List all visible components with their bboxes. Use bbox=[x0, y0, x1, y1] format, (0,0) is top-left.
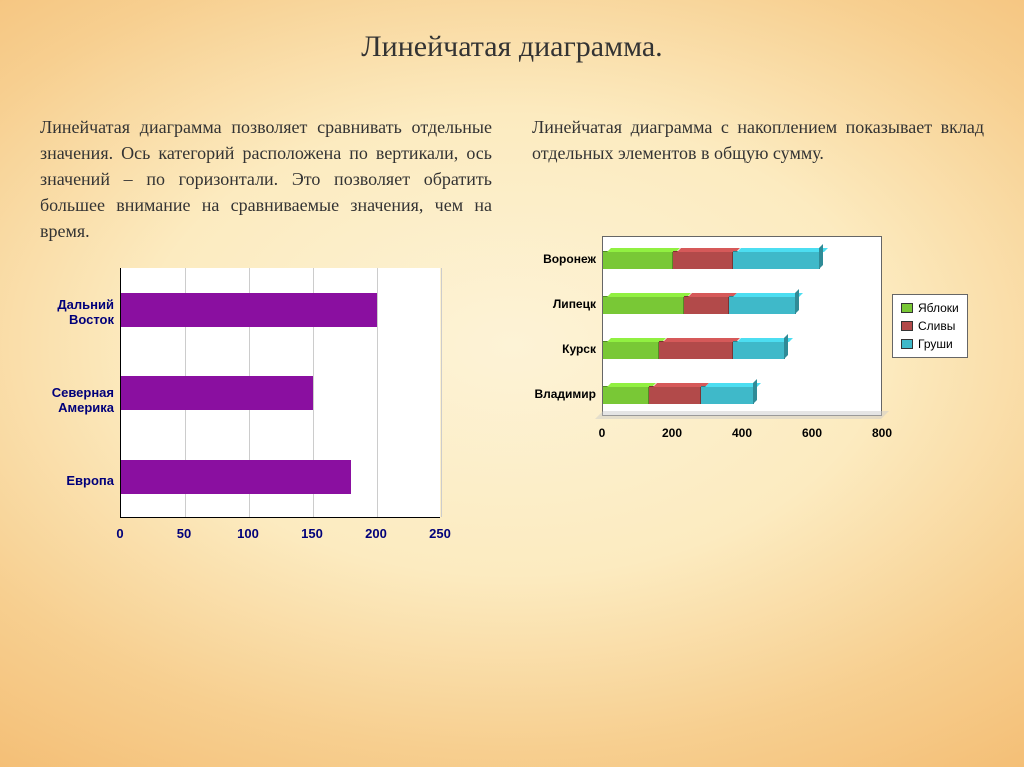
left-column: Линейчатая диаграмма позволяет сравниват… bbox=[40, 114, 492, 518]
stacked-chart-wrap: ВоронежЛипецкКурскВладимир 0200400600800… bbox=[532, 236, 984, 416]
chart1-x-tick: 250 bbox=[429, 526, 451, 541]
columns: Линейчатая диаграмма позволяет сравниват… bbox=[40, 114, 984, 518]
chart2-bar-segment bbox=[603, 341, 659, 359]
chart2-bar-row bbox=[603, 296, 796, 314]
chart2-plot bbox=[602, 236, 882, 416]
legend-item: Яблоки bbox=[901, 301, 959, 315]
chart2-category-label: Курск bbox=[562, 342, 596, 356]
chart2-floor bbox=[595, 411, 889, 419]
chart2-x-tick: 800 bbox=[872, 426, 892, 440]
chart2-bar-segment bbox=[729, 296, 796, 314]
chart2-x-tick: 400 bbox=[732, 426, 752, 440]
right-description: Линейчатая диаграмма с накоплением показ… bbox=[532, 114, 984, 166]
chart2-x-tick: 0 bbox=[599, 426, 606, 440]
chart1-category-label: Северная Америка bbox=[40, 386, 114, 415]
chart1-bar bbox=[121, 293, 377, 327]
chart1-x-tick: 100 bbox=[237, 526, 259, 541]
chart1-bar bbox=[121, 376, 313, 410]
bar-chart-stacked: ВоронежЛипецкКурскВладимир 0200400600800 bbox=[532, 236, 882, 416]
legend-label: Яблоки bbox=[918, 301, 959, 315]
legend-swatch bbox=[901, 321, 913, 331]
chart2-category-label: Воронеж bbox=[543, 252, 596, 266]
chart2-x-tick: 600 bbox=[802, 426, 822, 440]
chart1-category-label: Дальний Восток bbox=[40, 298, 114, 327]
chart1-x-tick: 0 bbox=[116, 526, 123, 541]
slide: Линейчатая диаграмма. Линейчатая диаграм… bbox=[0, 0, 1024, 767]
chart2-bar-segment bbox=[673, 251, 733, 269]
chart2-bar-segment bbox=[649, 386, 702, 404]
chart2-bar-segment bbox=[701, 386, 754, 404]
chart1-bar bbox=[121, 460, 351, 494]
chart1-x-tick: 150 bbox=[301, 526, 323, 541]
chart1-y-labels: Дальний Восток Северная Америка Европа bbox=[40, 268, 120, 518]
chart2-category-label: Липецк bbox=[553, 297, 596, 311]
chart2-bar-segment bbox=[603, 296, 684, 314]
chart2-bar-row bbox=[603, 251, 820, 269]
chart1-gridline bbox=[377, 268, 378, 517]
chart1-plot bbox=[120, 268, 440, 518]
chart2-bar-row bbox=[603, 341, 785, 359]
bar-chart-simple: Дальний ВостокСеверная АмерикаЕвропа 050… bbox=[40, 268, 492, 518]
legend-label: Груши bbox=[918, 337, 953, 351]
chart2-x-tick: 200 bbox=[662, 426, 682, 440]
page-title: Линейчатая диаграмма. bbox=[40, 30, 984, 64]
chart2-y-labels: Воронеж Липецк Курск Владимир bbox=[532, 236, 602, 416]
chart1-x-tick: 50 bbox=[177, 526, 191, 541]
chart1-category-label: Европа bbox=[66, 474, 114, 488]
chart1-x-tick: 200 bbox=[365, 526, 387, 541]
chart2-bar-segment bbox=[603, 251, 673, 269]
legend-item: Сливы bbox=[901, 319, 959, 333]
chart2-bar-segment bbox=[733, 341, 786, 359]
legend-swatch bbox=[901, 303, 913, 313]
chart2-bar-segment bbox=[684, 296, 730, 314]
chart1-x-labels: 050100150200250 bbox=[120, 520, 440, 540]
chart2-bar-row bbox=[603, 386, 754, 404]
chart2-bar-segment bbox=[659, 341, 733, 359]
legend-swatch bbox=[901, 339, 913, 349]
left-description: Линейчатая диаграмма позволяет сравниват… bbox=[40, 114, 492, 244]
legend-item: Груши bbox=[901, 337, 959, 351]
chart2-bar-segment bbox=[603, 386, 649, 404]
chart2-bar-segment bbox=[733, 251, 821, 269]
chart2-legend: Яблоки Сливы Груши bbox=[892, 294, 968, 358]
chart1-gridline bbox=[441, 268, 442, 517]
right-column: Линейчатая диаграмма с накоплением показ… bbox=[532, 114, 984, 518]
chart2-category-label: Владимир bbox=[534, 387, 596, 401]
legend-label: Сливы bbox=[918, 319, 955, 333]
